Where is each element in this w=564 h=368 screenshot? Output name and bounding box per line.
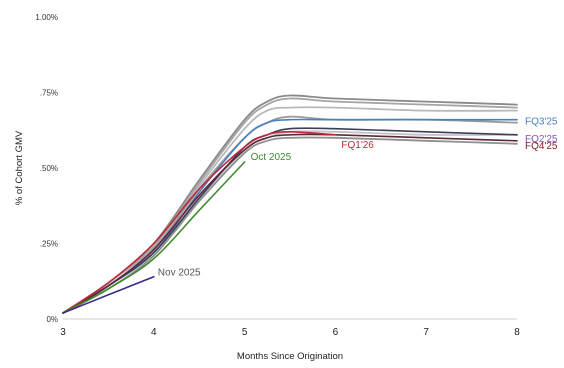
plot-area <box>62 94 518 314</box>
series-line <box>62 131 337 314</box>
x-tick-label: 3 <box>60 327 66 338</box>
x-tick-label: 5 <box>242 327 248 338</box>
series-line <box>62 275 155 314</box>
x-axis-title: Months Since Origination <box>237 351 343 362</box>
series-label: FQ4'25 <box>525 141 558 152</box>
series-label: Oct 2025 <box>251 152 292 163</box>
x-tick-label: 7 <box>423 327 429 338</box>
series-label: FQ1'26 <box>341 140 374 151</box>
series-label: FQ3'25 <box>525 117 558 128</box>
series-line <box>62 118 518 314</box>
x-tick-label: 6 <box>333 327 339 338</box>
y-axis-title: % of Cohort GMV <box>14 130 25 205</box>
series-line <box>62 97 518 314</box>
y-tick-label: 1.00% <box>35 13 58 22</box>
y-axis-ticks: 0% .25% .50% .75% 1.00% <box>35 13 58 324</box>
series-label: FQ2'25 <box>525 134 558 145</box>
series-line <box>62 133 518 314</box>
y-tick-label: .50% <box>40 164 58 173</box>
y-tick-label: .75% <box>40 89 58 98</box>
x-axis-ticks: 3 4 5 6 7 8 <box>60 327 520 338</box>
series-label: Nov 2025 <box>158 268 201 279</box>
y-tick-label: .25% <box>40 240 58 249</box>
x-tick-label: 8 <box>514 327 520 338</box>
x-tick-label: 4 <box>151 327 157 338</box>
series-line <box>62 161 246 314</box>
y-tick-label: 0% <box>46 315 58 324</box>
series-line <box>62 115 518 314</box>
series-line <box>62 136 518 314</box>
